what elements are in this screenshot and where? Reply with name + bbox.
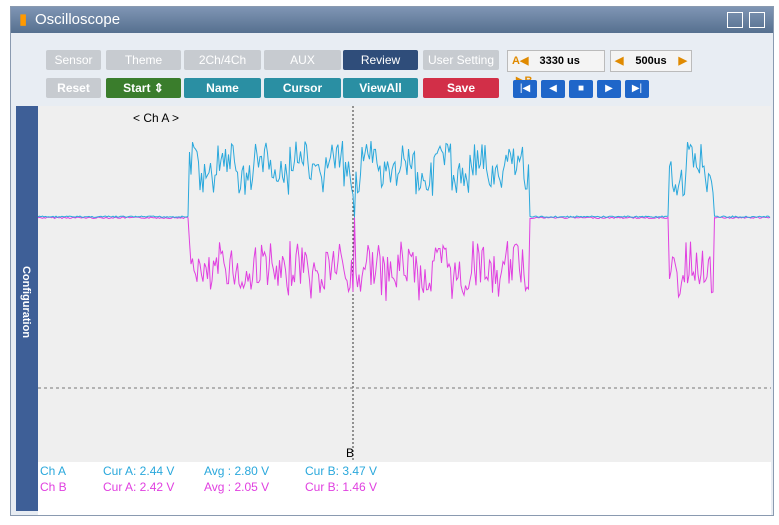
first-button[interactable]: |◀ (513, 80, 537, 98)
readout-text: Cur B: 3.47 V (305, 464, 378, 478)
timebase: 500us (635, 55, 667, 67)
readout-text: Ch A (40, 464, 67, 478)
toolbar-button[interactable]: 2Ch/4Ch (184, 50, 261, 70)
readout-text: Cur A: 2.42 V (103, 480, 175, 494)
cursor-box[interactable]: A◀ 3330 us ▶B (507, 50, 605, 87)
cursor-marker: B (346, 446, 354, 460)
readout-text: Avg : 2.80 V (204, 464, 270, 478)
cursor-value: 3330 us (539, 55, 580, 67)
config-tab[interactable]: Configuration (16, 106, 38, 511)
toolbar-button[interactable]: Save (423, 78, 499, 98)
trace-b (38, 216, 771, 301)
toolbar-button[interactable]: ViewAll (343, 78, 418, 98)
stop-button[interactable]: ■ (569, 80, 593, 98)
next-button[interactable]: ▶ (597, 80, 621, 98)
toolbar-button[interactable]: Reset (46, 78, 101, 98)
toolbar-button[interactable]: Start ⇕ (106, 78, 181, 98)
toolbar-button[interactable]: User Setting (423, 50, 499, 70)
prev-button[interactable]: ◀ (541, 80, 565, 98)
toolbar-button[interactable]: Name (184, 78, 261, 98)
readout-text: Cur B: 1.46 V (305, 480, 378, 494)
config-label: Configuration (20, 265, 32, 339)
toolbar-button[interactable]: AUX (264, 50, 341, 70)
toolbar-button[interactable]: Cursor (264, 78, 341, 98)
plot: < Ch A > B (38, 106, 771, 515)
timebase-box[interactable]: ◀ 500us ▶ (610, 50, 692, 72)
window-title: Oscilloscope (35, 11, 121, 28)
title-bar: Oscilloscope ▮ (11, 7, 773, 33)
last-button[interactable]: ▶| (625, 80, 649, 98)
toolbar-button[interactable]: Theme (106, 50, 181, 70)
channel-label: < Ch A > (133, 111, 179, 125)
readout-text: Avg : 2.05 V (204, 480, 270, 494)
toolbar-button[interactable]: Sensor (46, 50, 101, 70)
toolbar-button[interactable]: Review (343, 50, 418, 70)
cursor-a: A◀ (512, 55, 529, 67)
window: Oscilloscope ▮ A◀ 3330 us ▶B ◀500us▶ |◀ … (10, 6, 774, 516)
readout-text: Ch B (40, 480, 67, 494)
readout-text: Cur A: 2.44 V (103, 464, 175, 478)
trace-a (38, 140, 771, 219)
